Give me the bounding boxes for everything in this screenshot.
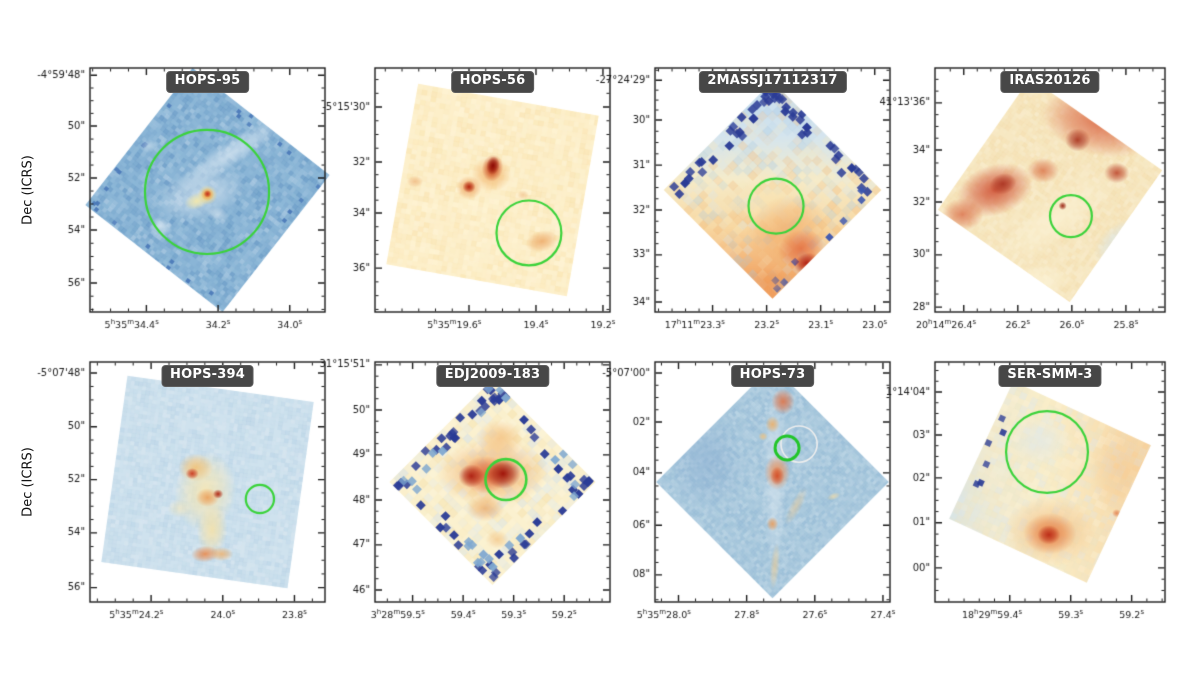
heatmap-canvas-edj2009-183 bbox=[313, 350, 622, 636]
heatmap-canvas-hops-394 bbox=[28, 350, 337, 636]
panel-edj2009-183: EDJ2009-183 bbox=[313, 350, 622, 636]
heatmap-canvas-hops-56 bbox=[313, 56, 622, 346]
panel-2massj17112317: 2MASSJ17112317 bbox=[593, 56, 902, 346]
heatmap-canvas-ser-smm-3 bbox=[873, 350, 1177, 636]
heatmap-canvas-2massj17112317 bbox=[593, 56, 902, 346]
panel-title-hops-394: HOPS-394 bbox=[161, 365, 254, 387]
panel-title-hops-73: HOPS-73 bbox=[730, 365, 815, 387]
panel-title-edj2009-183: EDJ2009-183 bbox=[435, 365, 550, 387]
panel-hops-95: HOPS-95 bbox=[28, 56, 337, 346]
panel-hops-394: HOPS-394 bbox=[28, 350, 337, 636]
panel-title-2massj17112317: 2MASSJ17112317 bbox=[698, 71, 847, 93]
heatmap-canvas-iras20126 bbox=[873, 56, 1177, 346]
panel-ser-smm-3: SER-SMM-3 bbox=[873, 350, 1177, 636]
panel-hops-73: HOPS-73 bbox=[593, 350, 902, 636]
heatmap-canvas-hops-73 bbox=[593, 350, 902, 636]
panel-title-hops-95: HOPS-95 bbox=[165, 71, 250, 93]
panel-title-iras20126: IRAS20126 bbox=[1000, 71, 1100, 93]
heatmap-canvas-hops-95 bbox=[28, 56, 337, 346]
panel-iras20126: IRAS20126 bbox=[873, 56, 1177, 346]
panel-hops-56: HOPS-56 bbox=[313, 56, 622, 346]
panel-title-hops-56: HOPS-56 bbox=[450, 71, 535, 93]
panel-title-ser-smm-3: SER-SMM-3 bbox=[998, 365, 1102, 387]
